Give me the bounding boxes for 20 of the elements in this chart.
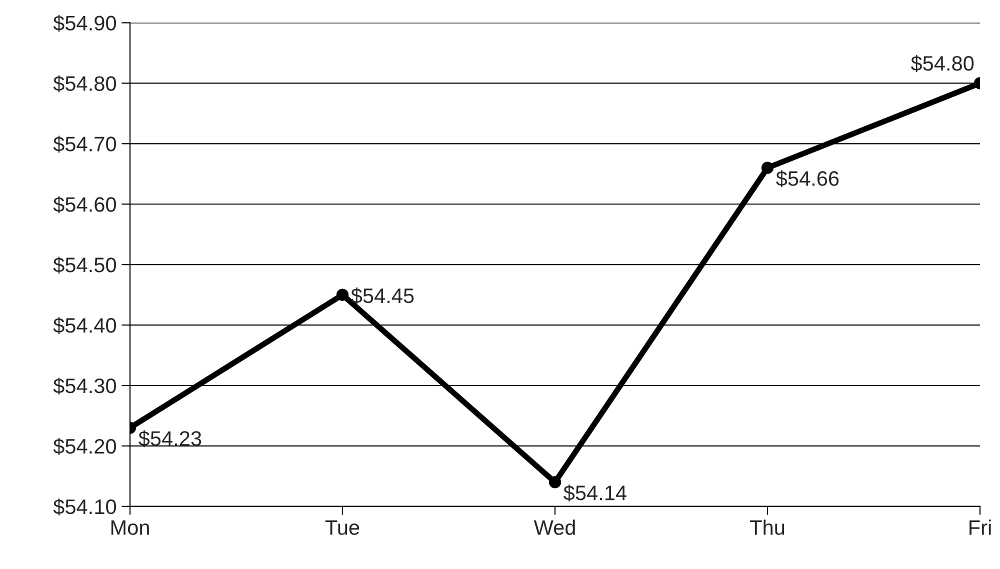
y-tick-label: $54.30: [53, 378, 116, 394]
data-label: $54.80: [910, 55, 974, 72]
y-tick-label: $54.10: [53, 498, 116, 516]
y-tick-label: $54.80: [53, 75, 116, 92]
point: [548, 476, 562, 488]
y-tick-label: $54.70: [53, 136, 116, 153]
x-tick-label: Wed: [534, 520, 575, 535]
data-label: $54.66: [776, 170, 839, 188]
data-label: $54.45: [351, 288, 414, 304]
y-tick-label: $54.50: [53, 256, 116, 274]
y-tick-label: $54.20: [53, 438, 116, 455]
data-label: $54.23: [138, 430, 202, 448]
x-tick-label: Tue: [325, 520, 360, 535]
y-tick-label: $54.60: [53, 196, 116, 214]
x-tick-label: Thu: [750, 520, 784, 535]
data-label: $54.14: [564, 484, 626, 502]
x-tick-label: Fri: [970, 520, 991, 535]
y-tick-label: $54.90: [53, 14, 116, 32]
x-tick-label: Mon: [111, 520, 149, 535]
y-tick-label: $54.40: [53, 317, 116, 334]
